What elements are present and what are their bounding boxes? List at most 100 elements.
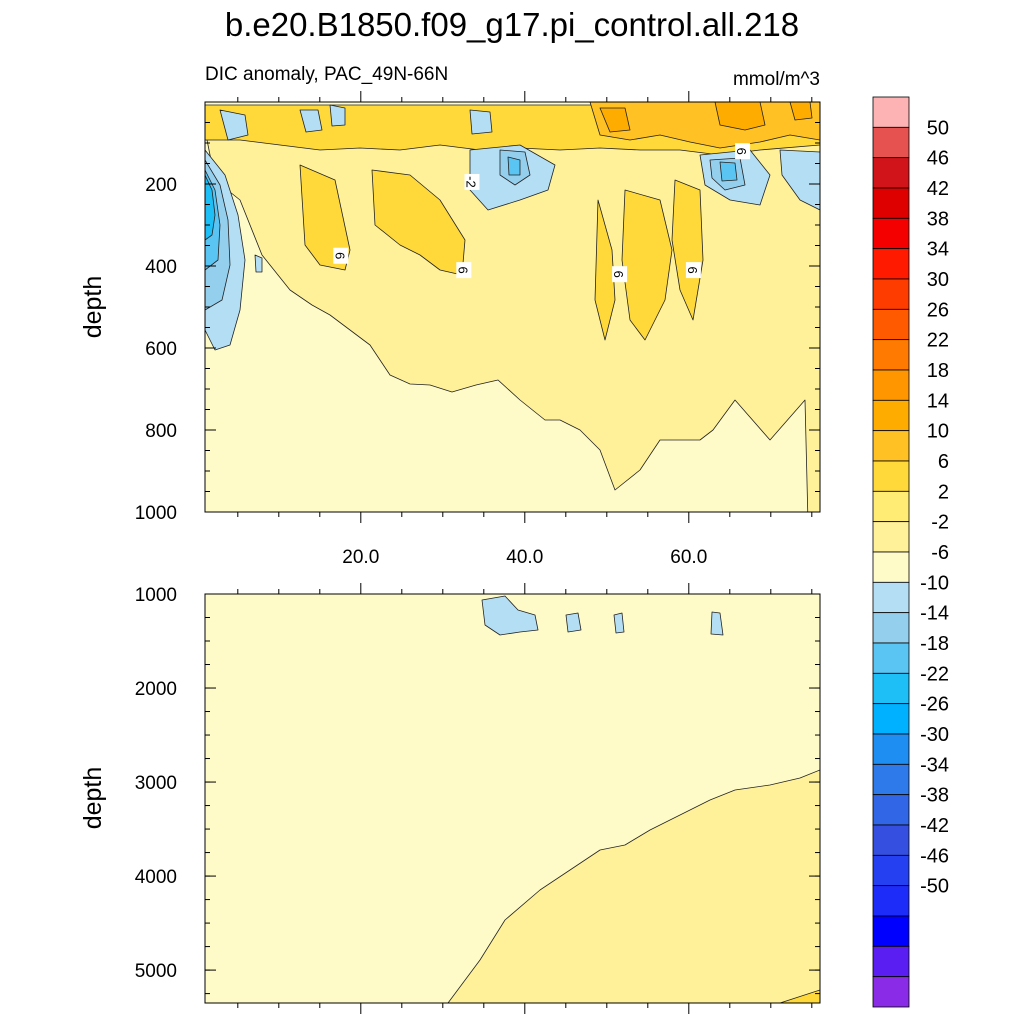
colorbar-swatch [872,187,910,219]
colorbar-swatch [872,612,910,644]
contour-label: 6 [332,247,349,264]
colorbar-label: 34 [927,239,949,261]
colorbar-label: -18 [920,633,949,655]
colorbar-label: 6 [938,451,949,473]
svg-text:-2: -2 [464,176,479,188]
colorbar-swatch [872,763,910,796]
colorbar-swatch [872,217,910,250]
upper-contour-labels: 6 -2 6 6 6 6 [332,143,751,283]
contour-label: 6 [611,266,628,283]
colorbar-label: 42 [927,178,949,200]
upper-band-6-10-b [371,169,466,276]
colorbar-swatch [872,278,910,310]
colorbar-swatch [872,824,910,856]
colorbar-swatch [872,157,910,189]
colorbar-label: -38 [920,785,949,807]
colorbar-swatch [872,369,910,401]
y-tick-label: 1000 [135,585,177,606]
colorbar-swatch [872,430,910,462]
colorbar-swatch [872,490,910,523]
colorbar-label: -30 [920,724,949,746]
y-tick-label: 200 [145,175,177,196]
colorbar-label: 30 [927,269,949,291]
colorbar-swatch [872,672,910,705]
x-tick-label: 20.0 [342,547,379,568]
chart-title: b.e20.B1850.f09_g17.pi_control.all.218 [225,6,799,43]
contour-label: -2 [464,173,480,190]
colorbar-label: 26 [927,299,949,321]
colorbar-swatch [872,96,910,128]
lower-contour-field [205,594,820,1003]
units-label: mmol/m^3 [733,69,820,90]
colorbar-label: -6 [931,542,949,564]
contour-label: 6 [685,262,701,279]
colorbar-label: 18 [927,360,949,382]
colorbar-swatch [872,551,910,583]
svg-text:6: 6 [455,266,470,273]
colorbar-label: -22 [920,663,949,685]
colorbar-swatch [872,885,910,917]
upper-band-neg-left-14-18 [205,174,216,241]
upper-x-axis: 20.0 40.0 60.0 [237,91,813,568]
contour-label: 6 [734,143,751,160]
colorbar-label: -2 [931,512,949,534]
lower-band-neg-d [710,611,724,636]
upper-band-neg-mid-c [507,156,521,176]
lower-band-neg-c [613,612,625,634]
colorbar-label: 38 [927,208,949,230]
upper-band-neg-right-d [779,149,820,211]
x-tick-label: 40.0 [506,547,543,568]
y-tick-label: 800 [145,421,177,442]
lower-band-neg-b [565,612,582,633]
colorbar-swatch [872,854,910,887]
lower-x-axis [237,583,813,1014]
colorbar-swatch [872,945,910,978]
colorbar-swatch [872,976,910,1008]
colorbar-swatch [872,126,910,159]
colorbar-label: 10 [927,421,949,443]
colorbar-label: -42 [920,815,949,837]
lower-y-axis: 1000 2000 3000 4000 5000 [135,585,820,995]
colorbar-swatch [872,308,910,341]
colorbar-label: 22 [927,330,949,352]
contour-label: 6 [455,262,472,279]
lower-band-2-6 [447,769,820,1003]
colorbar-label: -46 [920,845,949,867]
colorbar-label: 2 [938,481,949,503]
colorbar-swatch [872,733,910,765]
colorbar-label: -50 [920,876,949,898]
svg-text:6: 6 [685,266,700,273]
colorbar-swatch [872,521,910,553]
colorbar-swatch [872,581,910,614]
colorbar-swatch [872,642,910,674]
lower-y-axis-label: depth [79,767,107,830]
upper-band-neg-right-c [719,161,738,182]
upper-band-6-10-c [594,199,616,341]
y-tick-label: 400 [145,257,177,278]
colorbar-swatch [872,339,910,371]
colorbar-label: -34 [920,754,949,776]
y-tick-label: 4000 [135,867,177,888]
colorbar-swatch [872,915,910,947]
lower-frame [204,593,821,1004]
svg-text:6: 6 [734,148,749,155]
colorbar-label: -26 [920,694,949,716]
colorbar-label: -10 [920,572,949,594]
colorbar-swatch [872,399,910,432]
y-tick-label: 1000 [135,503,177,524]
lower-panel: 1000 2000 3000 4000 5000 depth [79,583,821,1014]
upper-band-6-10-a [299,164,351,271]
upper-band-neg-top-specks [219,104,493,273]
colorbar-label: -14 [920,603,949,625]
svg-text:6: 6 [332,252,347,259]
lower-band-2-6-corner [779,989,820,1003]
y-tick-label: 2000 [135,679,177,700]
colorbar-label: 50 [927,117,949,139]
upper-band-6-10-e [671,179,704,321]
colorbar-label: 46 [927,148,949,170]
colorbar-label: 14 [927,390,949,412]
colorbar-swatch [872,460,910,492]
upper-contour-field [205,102,820,512]
x-tick-label: 60.0 [670,547,707,568]
colorbar-swatch [872,248,910,280]
